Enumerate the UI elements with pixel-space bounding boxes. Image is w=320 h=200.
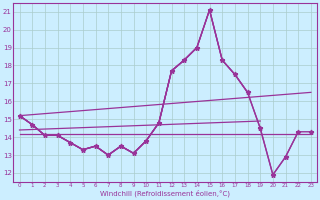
X-axis label: Windchill (Refroidissement éolien,°C): Windchill (Refroidissement éolien,°C) xyxy=(100,190,230,197)
